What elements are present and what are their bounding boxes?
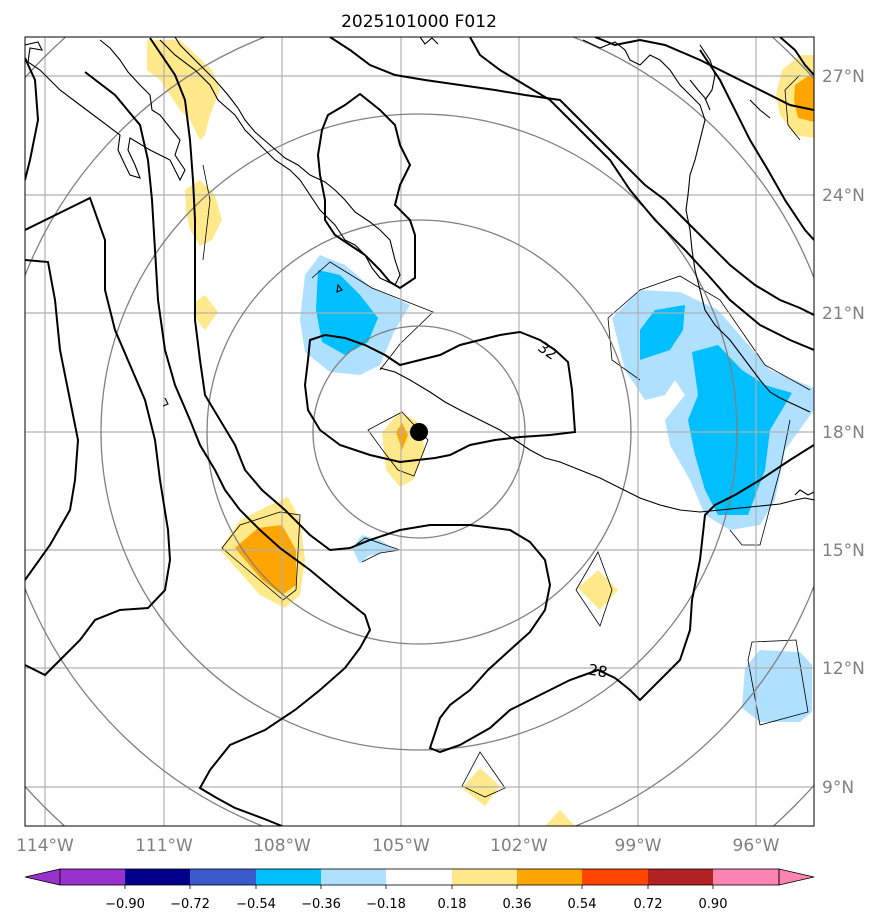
colorbar-tick-label: −0.18 xyxy=(366,897,406,912)
coastlines xyxy=(25,37,814,513)
lon-label-111w: 111°W xyxy=(135,836,193,856)
lon-label-96w: 96°W xyxy=(733,836,780,856)
lat-label-24n: 24°N xyxy=(822,186,865,206)
isobars xyxy=(25,37,814,826)
lon-label-108w: 108°W xyxy=(253,836,311,856)
lat-label-15n: 15°N xyxy=(822,541,865,561)
map-frame xyxy=(24,36,815,827)
colorbar-segment xyxy=(256,869,321,885)
lon-label-105w: 105°W xyxy=(372,836,430,856)
colorbar-segment xyxy=(648,869,713,885)
colorbar-segment xyxy=(60,869,125,885)
colorbar-segment xyxy=(517,869,582,885)
colorbar-tick-label: 0.18 xyxy=(438,897,467,912)
colorbar-segment xyxy=(190,869,256,885)
longitude-labels: 114°W 111°W 108°W 105°W 102°W 99°W 96°W xyxy=(16,836,780,856)
lat-label-21n: 21°N xyxy=(822,304,865,324)
colorbar-over-arrow xyxy=(778,868,815,886)
lon-label-102w: 102°W xyxy=(490,836,548,856)
colorbar-segments xyxy=(60,869,779,885)
lat-label-27n: 27°N xyxy=(822,67,865,87)
colorbar-tick-label: 0.72 xyxy=(634,897,663,912)
colorbar-tick-label: 0.54 xyxy=(568,897,597,912)
lon-label-114w: 114°W xyxy=(16,836,74,856)
colorbar-segment xyxy=(713,869,779,885)
colorbar: −0.90 −0.72 −0.54 −0.36 −0.18 0.18 0.36 0.54 0.7… xyxy=(24,868,815,912)
colorbar-segment xyxy=(386,869,452,885)
orange-core-southwest xyxy=(235,525,296,595)
lon-label-99w: 99°W xyxy=(615,836,662,856)
yellow-region-north-baja xyxy=(147,40,220,140)
colorbar-tick-label: −0.54 xyxy=(236,897,276,912)
colorbar-tick-label: 0.36 xyxy=(503,897,532,912)
blue-core-east-north xyxy=(640,305,685,360)
colorbar-tick-label: −0.90 xyxy=(105,897,145,912)
colorbar-tick-label: −0.36 xyxy=(301,897,341,912)
colorbar-segment xyxy=(582,869,648,885)
map-title: 2025101000 F012 xyxy=(341,12,497,32)
gridlines xyxy=(25,37,814,826)
storm-center-marker xyxy=(410,423,428,441)
orange-core-center xyxy=(396,423,408,450)
yellow-region-baja-mid xyxy=(185,180,222,246)
colorbar-tick-label: −0.72 xyxy=(170,897,210,912)
yellow-region-bottom xyxy=(545,810,575,826)
lat-label-18n: 18°N xyxy=(822,423,865,443)
colorbar-segment xyxy=(321,869,386,885)
shaded-fields xyxy=(147,40,814,826)
latitude-labels: 27°N 24°N 21°N 18°N 15°N 12°N 9°N xyxy=(822,67,865,798)
colorbar-under-arrow xyxy=(24,868,61,886)
contour-label-28: 28 xyxy=(587,660,609,681)
colorbar-tick-label: 0.90 xyxy=(699,897,728,912)
lat-label-9n: 9°N xyxy=(822,778,854,798)
colorbar-segment xyxy=(452,869,517,885)
lat-label-12n: 12°N xyxy=(822,659,865,679)
colorbar-segment xyxy=(125,869,190,885)
colorbar-ticks: −0.90 −0.72 −0.54 −0.36 −0.18 0.18 0.36 0.54 0.7… xyxy=(105,885,727,912)
colorbar-frame xyxy=(59,868,780,886)
